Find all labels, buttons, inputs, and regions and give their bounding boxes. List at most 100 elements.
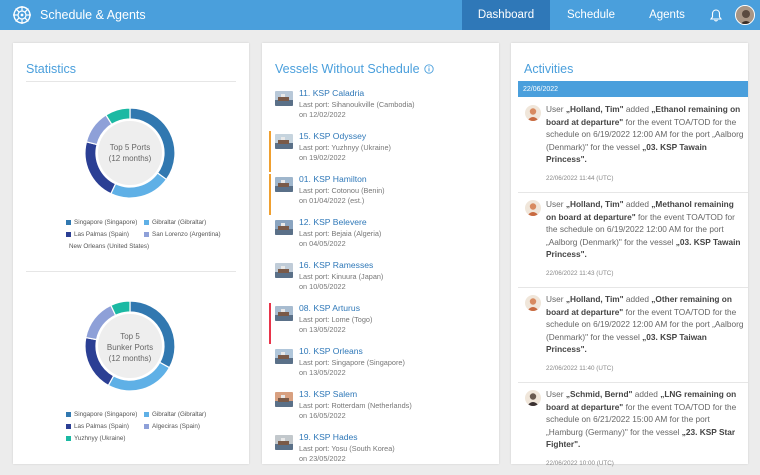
donut-hole — [98, 121, 162, 185]
vessel-status-bar — [269, 303, 271, 344]
legend-item[interactable]: New Orleans (United States) — [66, 240, 149, 252]
activities-panel: Activities 22/06/2022 User „Holland, Tim… — [511, 43, 748, 467]
vessel-item[interactable]: 08. KSP Arturus Last port: Lome (Togo) on … — [262, 301, 499, 344]
legend-label: Singapore (Singapore) — [74, 410, 138, 418]
activity-timestamp: 22/06/2022 11:44 (UTC) — [546, 175, 614, 182]
legend-item[interactable]: Gibraltar (Gibraltar) — [144, 216, 230, 228]
legend-label: Singapore (Singapore) — [74, 218, 138, 226]
vessel-name[interactable]: 15. KSP Odyssey — [299, 131, 367, 141]
legend-label: Gibraltar (Gibraltar) — [152, 410, 207, 418]
vessel-last-port: Last port: Rotterdam (Netherlands) — [299, 401, 412, 410]
vessels-panel: Vessels Without Schedule 11. KSP Caladri… — [262, 43, 499, 464]
info-icon[interactable] — [423, 64, 434, 74]
activity-vessel[interactable]: „03. KSP Tawain Princess". — [546, 141, 707, 165]
activity-vessel[interactable]: „03. KSP Tawain Princess". — [546, 236, 741, 260]
activity-user[interactable]: „Holland, Tim" — [565, 199, 624, 209]
activity-word: for the port — [669, 414, 710, 425]
vessel-thumbnail — [275, 349, 293, 364]
vessel-item[interactable]: 12. KSP Belevere Last port: Bejaia (Alger… — [262, 215, 499, 258]
activity-word: User — [546, 199, 564, 209]
bunker-ports-slice[interactable] — [110, 300, 131, 317]
vessel-name[interactable]: 10. KSP Orleans — [299, 346, 363, 356]
statistics-panel: Statistics Top 5 Ports (12 months) Singa… — [13, 43, 249, 464]
activity-word: User — [546, 389, 564, 399]
legend-swatch — [66, 435, 71, 441]
divider — [518, 382, 748, 383]
activity-schedule: 6/21/2022 15:00 AM — [593, 414, 668, 425]
vessel-item[interactable]: 15. KSP Odyssey Last port: Yuzhnyy (Ukrai… — [262, 129, 499, 172]
vessel-name[interactable]: 16. KSP Ramesses — [299, 260, 374, 270]
activity-word: for the vessel — [590, 141, 640, 152]
tab-dashboard[interactable]: Dashboard — [462, 0, 550, 30]
legend-item[interactable]: San Lorenzo (Argentina) — [144, 228, 230, 240]
activity-vessel[interactable]: „23. KSP Star Fighter". — [546, 426, 736, 450]
donut-hole — [98, 314, 162, 378]
avatar — [735, 5, 755, 25]
vessel-last-port-date: on 12/02/2022 — [299, 110, 346, 119]
activity-word: for the event TOA/TOD for the schedule o… — [546, 401, 737, 425]
activity-user[interactable]: „Holland, Tim" — [565, 104, 624, 114]
top-ports-slice[interactable] — [105, 107, 131, 126]
activity-port: „Aalborg (Denmark)" — [546, 129, 744, 152]
vessel-name[interactable]: 01. KSP Hamilton — [299, 174, 367, 184]
vessel-item[interactable]: 16. KSP Ramesses Last port: Kinuura (Japa… — [262, 258, 499, 301]
vessel-thumbnail — [275, 435, 293, 450]
top-ports-donut-chart[interactable] — [75, 98, 185, 208]
activity-word: User — [546, 104, 564, 114]
activity-item-name: „Other remaining on board at departure" — [546, 294, 732, 317]
ship-wheel-icon[interactable] — [12, 5, 32, 25]
vessel-item[interactable]: 11. KSP Caladria Last port: Sihanoukville… — [262, 86, 499, 129]
top-bunker-ports-donut-chart[interactable] — [75, 291, 185, 401]
legend-item[interactable]: Yuzhnyy (Ukraine) — [66, 432, 138, 444]
vessel-name[interactable]: 11. KSP Caladria — [299, 88, 365, 98]
legend-label: New Orleans (United States) — [69, 242, 150, 250]
activity-user[interactable]: „Holland, Tim" — [565, 294, 624, 304]
activity-user[interactable]: „Schmid, Bernd" — [565, 389, 633, 399]
vessel-thumbnail — [275, 392, 293, 407]
vessel-item[interactable]: 01. KSP Hamilton Last port: Cotonou (Beni… — [262, 172, 499, 215]
tab-agents[interactable]: Agents — [649, 9, 685, 21]
tab-schedule[interactable]: Schedule — [567, 9, 615, 21]
legend-item[interactable]: Gibraltar (Gibraltar) — [144, 408, 230, 420]
activity-word: for the event TOA/TOD for the schedule o… — [546, 116, 737, 140]
legend-item[interactable]: Las Palmas (Spain) — [66, 228, 138, 240]
top-bunker-ports-chart-label: Top 5 Bunker Ports (12 months) — [106, 331, 154, 363]
vessel-thumbnail — [275, 263, 293, 278]
vessel-last-port-date: on 01/04/2022 (est.) — [299, 196, 365, 205]
vessel-name[interactable]: 08. KSP Arturus — [299, 303, 360, 313]
divider — [518, 192, 748, 193]
activity-text: User „Holland, Tim" added „Ethanol remai… — [546, 103, 746, 166]
vessel-thumbnail — [275, 91, 293, 106]
activity-word: for the event TOA/TOD for the schedule o… — [546, 306, 737, 330]
activity-port: „Hamburg (Germany)" — [546, 426, 628, 437]
vessel-item[interactable]: 13. KSP Salem Last port: Rotterdam (Nethe… — [262, 387, 499, 430]
activity-schedule: 6/19/2022 12:00 AM — [606, 224, 682, 235]
legend-item[interactable]: Las Palmas (Spain) — [66, 420, 138, 432]
vessel-name[interactable]: 12. KSP Belevere — [299, 217, 367, 227]
activity-word: for the port — [683, 224, 724, 235]
vessel-last-port-date: on 16/05/2022 — [299, 411, 346, 420]
user-avatar — [525, 295, 541, 311]
notifications-button[interactable] — [704, 0, 728, 30]
vessel-item[interactable]: 10. KSP Orleans Last port: Singapore (Sin… — [262, 344, 499, 387]
divider — [518, 287, 748, 288]
legend-swatch — [66, 231, 71, 237]
activity-word: for the event TOA/TOD for the schedule o… — [546, 211, 735, 235]
top-ports-legend: Singapore (Singapore) Gibraltar (Gibralta… — [66, 216, 236, 252]
vessel-thumbnail — [275, 220, 293, 235]
activity-word: for the vessel — [624, 236, 674, 247]
vessel-last-port: Last port: Kinuura (Japan) — [299, 272, 384, 281]
legend-item[interactable]: Singapore (Singapore) — [66, 408, 138, 420]
vessel-last-port-date: on 04/05/2022 — [299, 239, 346, 248]
vessel-name[interactable]: 19. KSP Hades — [299, 432, 358, 442]
activity-text: User „Holland, Tim" added „Methanol rema… — [546, 198, 746, 261]
activity-word: User — [546, 294, 564, 304]
legend-item[interactable]: Algeciras (Spain) — [144, 420, 230, 432]
vessel-name[interactable]: 13. KSP Salem — [299, 389, 358, 399]
legend-item[interactable]: Singapore (Singapore) — [66, 216, 138, 228]
vessel-item[interactable]: 19. KSP Hades Last port: Yosu (South Kore… — [262, 430, 499, 464]
vessel-status-bar — [269, 174, 271, 215]
user-menu-button[interactable] — [733, 0, 757, 30]
activity-vessel[interactable]: „03. KSP Taiwan Princess". — [546, 331, 707, 355]
legend-label: San Lorenzo (Argentina) — [152, 230, 221, 238]
